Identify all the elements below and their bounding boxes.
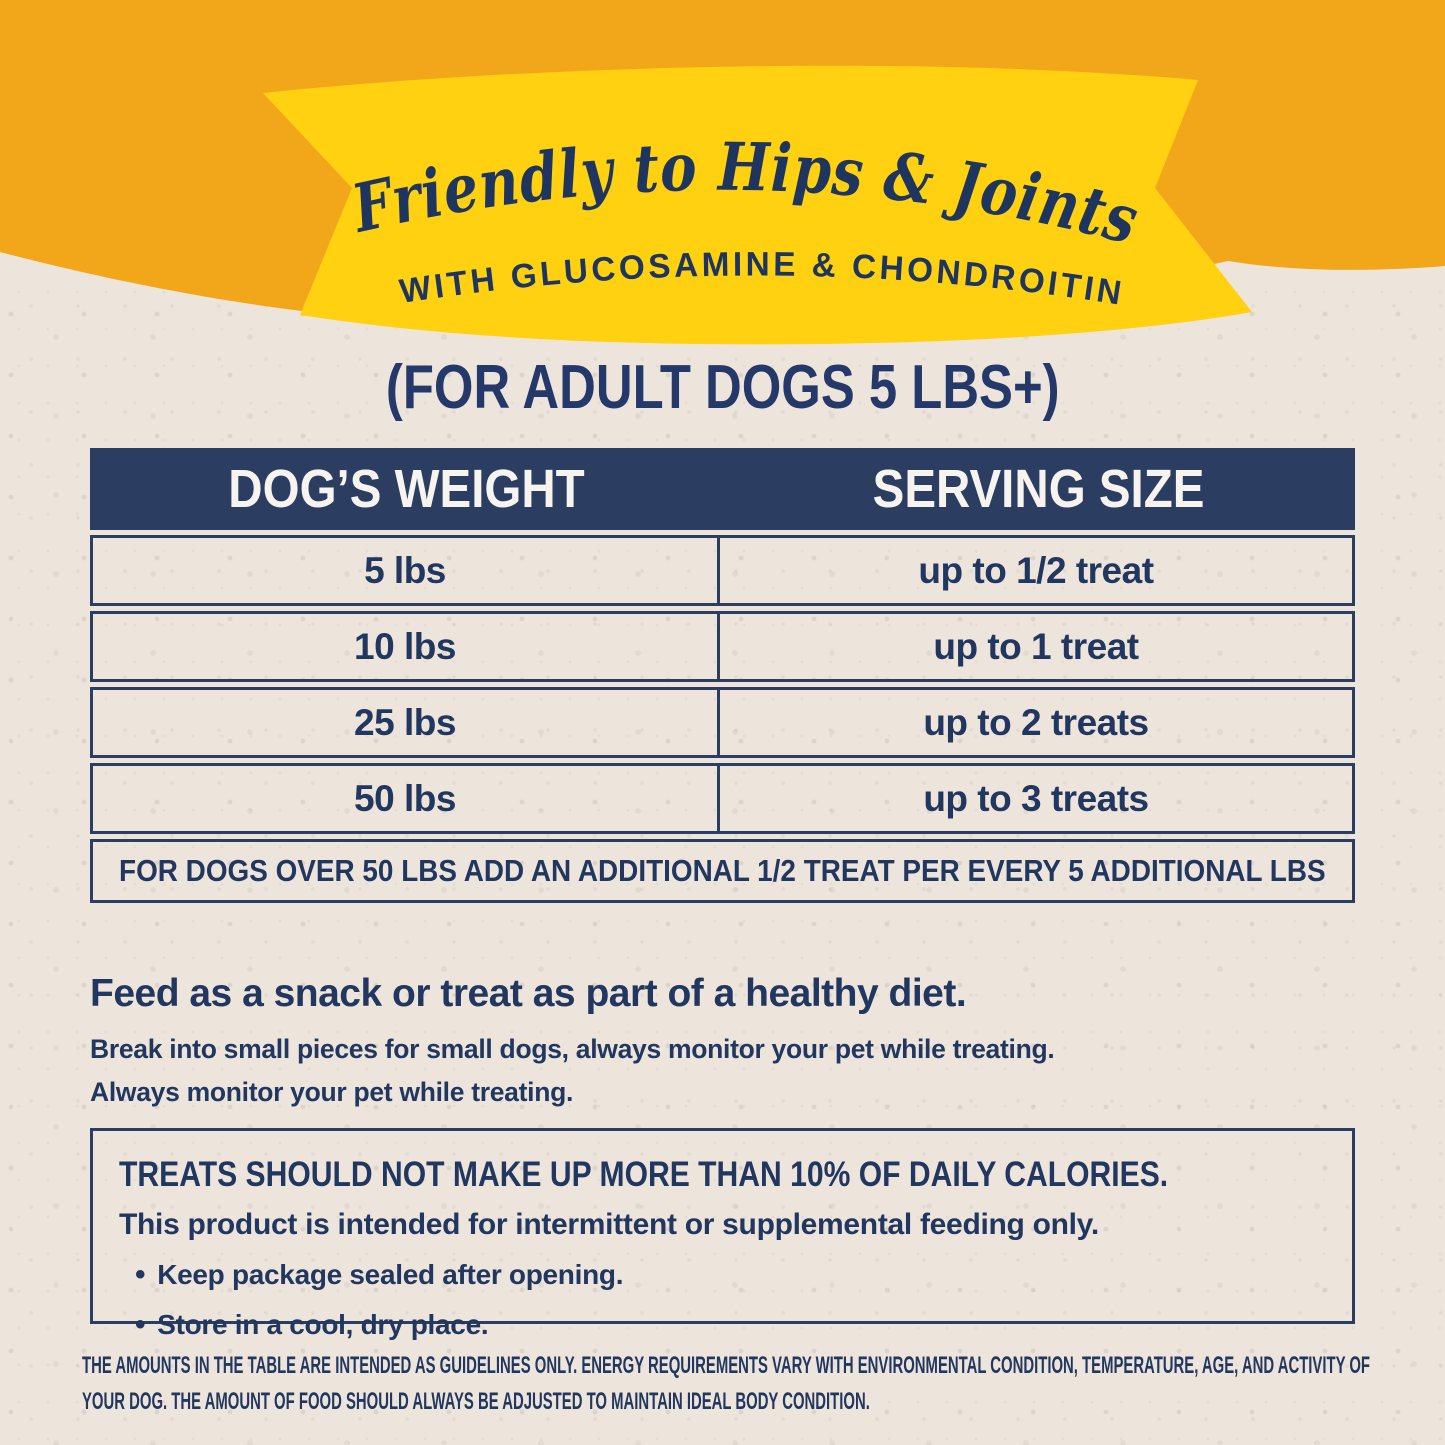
table-row: 25 lbs up to 2 treats	[90, 687, 1355, 758]
weight-cell: 25 lbs	[93, 690, 720, 755]
table-row: 50 lbs up to 3 treats	[90, 763, 1355, 834]
ribbon-banner-shape	[263, 65, 1252, 345]
section-title: (FOR ADULT DOGS 5 LBS+)	[0, 352, 1445, 423]
bullet-icon: •	[135, 1258, 146, 1291]
fine-print-line: YOUR DOG. THE AMOUNT OF FOOD SHOULD ALWA…	[82, 1388, 870, 1415]
weight-cell: 5 lbs	[93, 538, 720, 603]
list-item: • Keep package sealed after opening.	[119, 1258, 1326, 1292]
top-banner: Friendly to Hips & Joints WITH GLUCOSAMI…	[0, 0, 1445, 345]
feeding-table-header: DOG’S WEIGHT SERVING SIZE	[90, 448, 1355, 530]
weight-cell: 10 lbs	[93, 614, 720, 679]
table-row: 10 lbs up to 1 treat	[90, 611, 1355, 682]
feeding-notice-box: TREATS SHOULD NOT MAKE UP MORE THAN 10% …	[90, 1128, 1355, 1341]
serving-cell: up to 2 treats	[923, 701, 1149, 743]
section-title-text: (FOR ADULT DOGS 5 LBS+)	[385, 353, 1060, 422]
feeding-table: DOG’S WEIGHT SERVING SIZE 5 lbs up to 1/…	[90, 448, 1355, 903]
column-header-serving-size: SERVING SIZE	[872, 459, 1205, 519]
serving-cell: up to 3 treats	[923, 777, 1149, 819]
table-footnote: FOR DOGS OVER 50 LBS ADD AN ADDITIONAL 1…	[90, 839, 1355, 903]
fine-print: THE AMOUNTS IN THE TABLE ARE INTENDED AS…	[82, 1348, 1371, 1420]
bullet-icon: •	[135, 1308, 146, 1341]
bullet-text: Store in a cool, dry place.	[157, 1309, 489, 1340]
column-header-dogs-weight: DOG’S WEIGHT	[228, 459, 585, 519]
guidance-line: Always monitor your pet while treating.	[90, 1076, 574, 1107]
serving-cell: up to 1/2 treat	[918, 549, 1154, 591]
serving-cell: up to 1 treat	[933, 625, 1139, 667]
bullet-text: Keep package sealed after opening.	[157, 1259, 624, 1290]
weight-cell: 50 lbs	[93, 766, 720, 831]
guidance-body: Break into small pieces for small dogs, …	[90, 1028, 1370, 1114]
guidance-heading: Feed as a snack or treat as part of a he…	[90, 972, 967, 1015]
table-row: 5 lbs up to 1/2 treat	[90, 535, 1355, 606]
list-item: • Store in a cool, dry place.	[119, 1308, 1326, 1342]
notice-calories-line: TREATS SHOULD NOT MAKE UP MORE THAN 10% …	[119, 1155, 1169, 1194]
feeding-guidance: Feed as a snack or treat as part of a he…	[90, 972, 1370, 1114]
fine-print-line: THE AMOUNTS IN THE TABLE ARE INTENDED AS…	[82, 1352, 1371, 1379]
guidance-line: Break into small pieces for small dogs, …	[90, 1034, 1055, 1064]
table-footnote-text: FOR DOGS OVER 50 LBS ADD AN ADDITIONAL 1…	[119, 853, 1326, 888]
notice-intermittent-line: This product is intended for intermitten…	[119, 1208, 1099, 1241]
